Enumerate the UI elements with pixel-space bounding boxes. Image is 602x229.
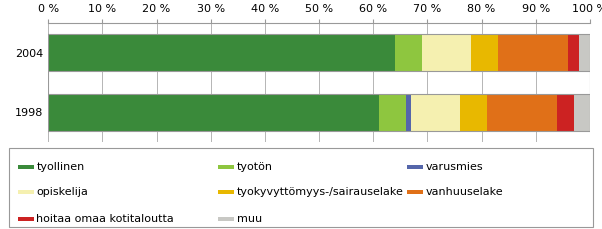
Bar — [379, 94, 406, 131]
FancyBboxPatch shape — [18, 165, 34, 169]
FancyBboxPatch shape — [407, 165, 423, 169]
Bar — [557, 94, 574, 131]
Bar — [471, 34, 498, 71]
Bar — [574, 94, 590, 131]
Bar — [411, 94, 460, 131]
Text: tyokyvyttömyys-/sairauselake: tyokyvyttömyys-/sairauselake — [237, 187, 404, 197]
Bar — [48, 34, 395, 71]
Text: varusmies: varusmies — [426, 162, 483, 172]
FancyBboxPatch shape — [219, 190, 234, 194]
Text: opiskelija: opiskelija — [36, 187, 88, 197]
Bar — [406, 94, 411, 131]
Text: tyotön: tyotön — [237, 162, 273, 172]
FancyBboxPatch shape — [18, 190, 34, 194]
Text: vanhuuselake: vanhuuselake — [426, 187, 503, 197]
Bar — [460, 94, 487, 131]
Bar — [487, 94, 557, 131]
Bar — [498, 34, 568, 71]
FancyBboxPatch shape — [9, 148, 593, 227]
Bar — [395, 34, 422, 71]
Text: muu: muu — [237, 214, 262, 224]
FancyBboxPatch shape — [407, 190, 423, 194]
Bar — [568, 34, 579, 71]
Bar — [48, 94, 379, 131]
Bar — [422, 34, 471, 71]
Text: hoitaa omaa kotitaloutta: hoitaa omaa kotitaloutta — [36, 214, 174, 224]
FancyBboxPatch shape — [18, 217, 34, 221]
Bar — [579, 34, 590, 71]
FancyBboxPatch shape — [219, 217, 234, 221]
FancyBboxPatch shape — [219, 165, 234, 169]
Text: tyollinen: tyollinen — [36, 162, 85, 172]
